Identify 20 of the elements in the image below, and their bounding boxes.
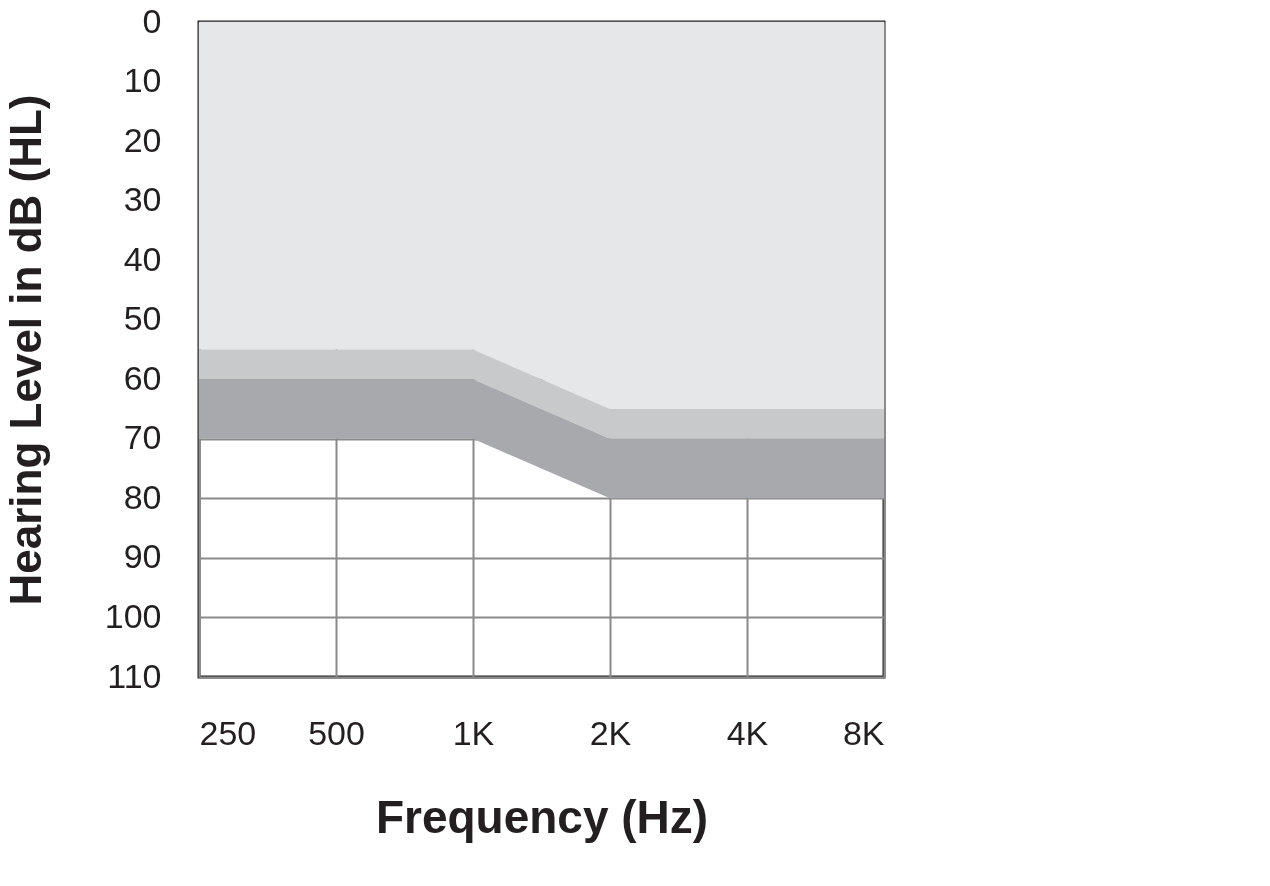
y-tick-label: 110	[107, 656, 162, 695]
y-tick-label: 90	[123, 537, 162, 576]
x-tick-label: 1K	[452, 713, 495, 752]
y-axis-title: Hearing Level in dB (HL)	[0, 94, 50, 606]
x-tick-label: 8K	[842, 713, 885, 752]
y-tick-label: 10	[123, 61, 162, 100]
y-tick-label: 20	[123, 120, 162, 159]
x-tick-label: 2K	[589, 713, 632, 752]
y-tick-label: 60	[123, 358, 162, 397]
y-tick-label: 70	[123, 418, 162, 457]
y-tick-label: 50	[123, 299, 162, 338]
y-tick-label: 0	[142, 1, 162, 40]
x-axis-title: Frequency (Hz)	[375, 790, 709, 843]
y-tick-label: 30	[123, 180, 162, 219]
y-tick-label: 80	[123, 477, 162, 516]
x-tick-label: 250	[199, 713, 257, 752]
x-tick-label: 500	[308, 713, 365, 752]
y-tick-label: 100	[104, 596, 162, 635]
y-tick-label: 40	[123, 239, 162, 278]
x-tick-label: 4K	[726, 713, 769, 752]
